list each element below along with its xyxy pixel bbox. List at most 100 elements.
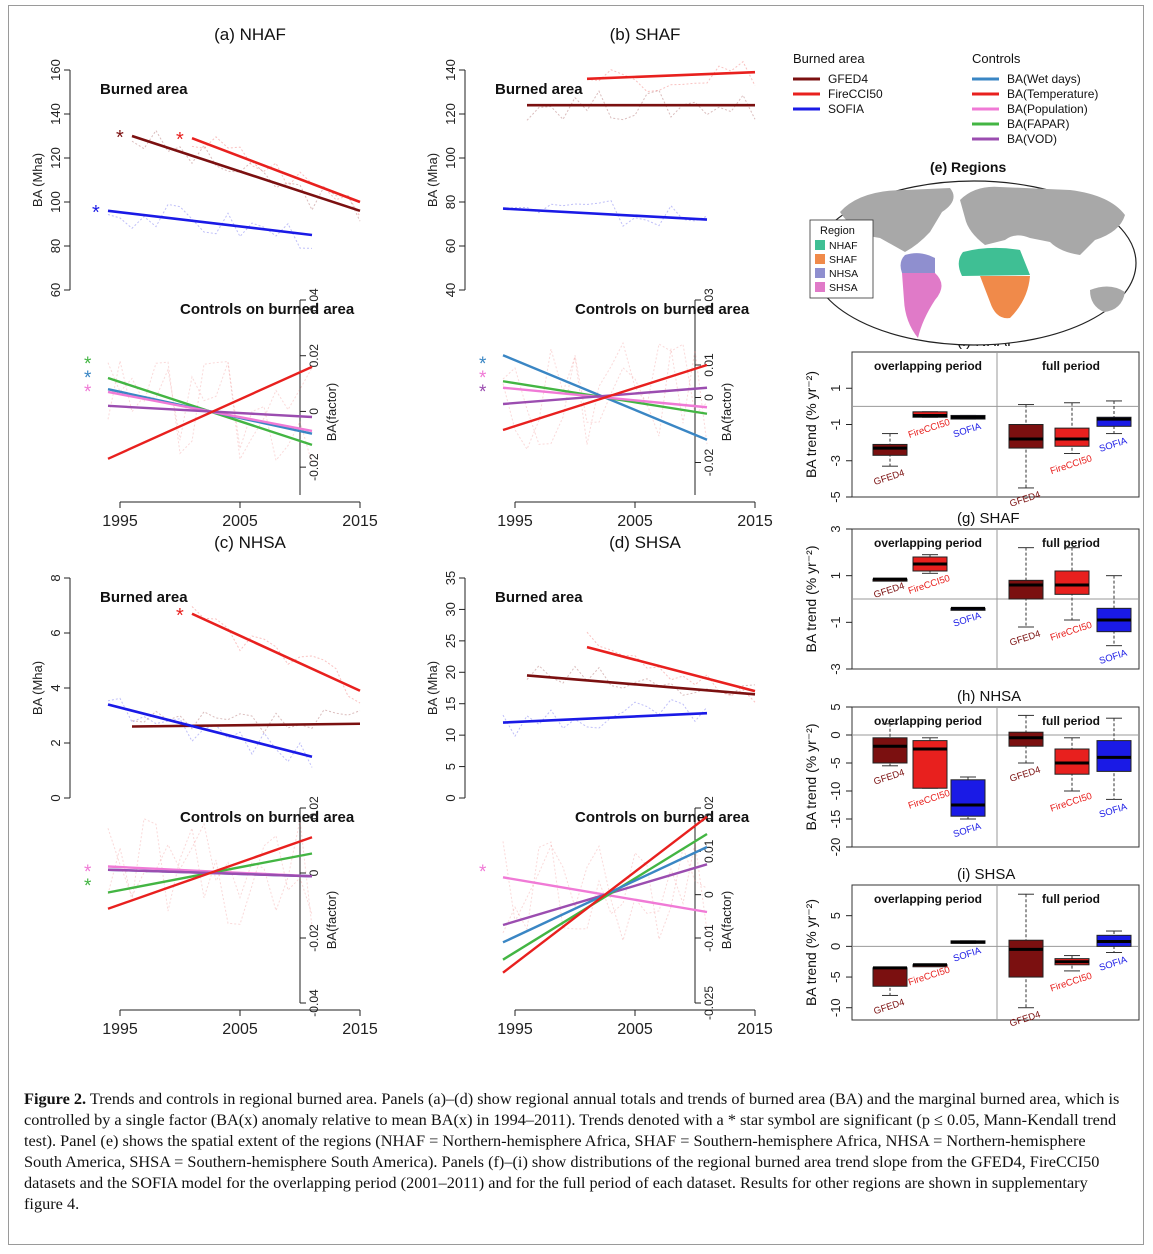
y2-tick-label: -0.01 bbox=[702, 924, 716, 952]
full-period-label: full period bbox=[1042, 714, 1100, 728]
box-FireCCI50 bbox=[1054, 427, 1090, 447]
panel-b: (b) SHAF Burned area Controls on burned ar… bbox=[425, 25, 773, 530]
y2-tick-label: -0.02 bbox=[307, 453, 321, 481]
y-tick-label: 0 bbox=[828, 731, 843, 738]
shsa-region-shape bbox=[902, 273, 942, 338]
annual-series-GFED4 bbox=[131, 129, 361, 222]
figure-frame bbox=[8, 5, 1144, 1245]
y-tick-label: -20 bbox=[828, 838, 843, 857]
box-GFED4 bbox=[1008, 579, 1044, 600]
panel-g: (g) SHAF overlapping period full period -3 -… bbox=[803, 510, 1140, 675]
legend-burned-title: Burned area bbox=[793, 51, 865, 66]
annual-series-SOFIA bbox=[502, 698, 708, 738]
annual-series-SOFIA bbox=[107, 203, 313, 249]
box-SOFIA bbox=[950, 779, 986, 817]
y-tick-label: 140 bbox=[48, 103, 63, 125]
y-axis-label: BA (Mha) bbox=[425, 661, 440, 715]
legend-item-label: BA(Wet days) bbox=[1007, 72, 1081, 86]
trend-line-FireCCI50 bbox=[191, 136, 361, 204]
region-swatch bbox=[815, 268, 825, 278]
figure: (a) NHAF Burned area Controls on burned ar… bbox=[30, 25, 1140, 1038]
y-tick-label: -3 bbox=[828, 455, 843, 467]
annual-control-series bbox=[502, 841, 708, 943]
burned-area-label: Burned area bbox=[495, 81, 583, 98]
overlap-period-label: overlapping period bbox=[874, 892, 982, 906]
annual-series-SOFIA bbox=[107, 697, 313, 768]
legend-item-label: BA(Population) bbox=[1007, 102, 1088, 116]
y-tick-label: 1 bbox=[828, 572, 843, 579]
y2-tick-label: 0.01 bbox=[702, 353, 716, 377]
y-tick-label: 5 bbox=[443, 763, 458, 770]
burned-area-label: Burned area bbox=[100, 589, 188, 606]
y-tick-label: -3 bbox=[828, 663, 843, 675]
significance-star: * bbox=[479, 354, 487, 375]
legend-item-label: GFED4 bbox=[828, 72, 868, 86]
x-tick-label: 1995 bbox=[102, 513, 138, 530]
caption-text: Trends and controls in regional burned a… bbox=[24, 1089, 1120, 1213]
y2-tick-label: 0.03 bbox=[702, 288, 716, 312]
panel-title: (b) SHAF bbox=[610, 25, 681, 44]
y-tick-label: 0 bbox=[828, 943, 843, 950]
significance-star: * bbox=[84, 354, 92, 375]
y-tick-label: 60 bbox=[48, 283, 63, 297]
region-label: SHSA bbox=[829, 282, 858, 294]
burned-area-label: Burned area bbox=[100, 81, 188, 98]
annual-control-series bbox=[107, 818, 313, 925]
plot-frame bbox=[851, 706, 1140, 848]
annual-control-series bbox=[107, 361, 313, 464]
box-GFED4 bbox=[872, 967, 908, 987]
figure-caption: Figure 2. Trends and controls in regiona… bbox=[24, 1088, 1124, 1214]
y-tick-label: -5 bbox=[828, 971, 843, 983]
y-tick-label: 80 bbox=[443, 195, 458, 209]
legend-item-label: BA(FAPAR) bbox=[1007, 117, 1069, 131]
y2-axis-label: BA(factor) bbox=[324, 383, 339, 442]
y-tick-label: 2 bbox=[48, 739, 63, 746]
control-trend-line-BA(FAPAR) bbox=[502, 832, 708, 961]
annual-control-series bbox=[502, 343, 708, 445]
overlap-period-label: overlapping period bbox=[874, 359, 982, 373]
panel-title: (g) SHAF bbox=[957, 510, 1020, 527]
caption-label: Figure 2. bbox=[24, 1089, 87, 1108]
controls-label: Controls on burned area bbox=[180, 301, 355, 318]
y-tick-label: 35 bbox=[443, 571, 458, 585]
shaf-region-shape bbox=[980, 276, 1030, 319]
significance-star: * bbox=[176, 605, 184, 627]
trend-line-SOFIA bbox=[107, 703, 313, 759]
controls-label: Controls on burned area bbox=[575, 301, 750, 318]
region-label: SHAF bbox=[829, 254, 857, 266]
map-title: (e) Regions bbox=[930, 159, 1006, 175]
panel-title: (i) SHSA bbox=[957, 866, 1015, 883]
panel-a: (a) NHAF Burned area Controls on burned ar… bbox=[30, 25, 378, 530]
y-tick-label: 160 bbox=[48, 59, 63, 81]
significance-star: * bbox=[84, 368, 92, 389]
significance-star: * bbox=[176, 129, 184, 151]
trend-line-FireCCI50 bbox=[586, 70, 756, 81]
y-tick-label: 100 bbox=[443, 147, 458, 169]
annual-series-FireCCI50 bbox=[191, 606, 361, 704]
y-axis-label: BA (Mha) bbox=[30, 153, 45, 207]
x-tick-label: 2015 bbox=[342, 1021, 378, 1038]
box-GFED4 bbox=[872, 737, 908, 764]
y-tick-label: -15 bbox=[828, 810, 843, 829]
y2-tick-label: 0.04 bbox=[307, 288, 321, 312]
overlap-period-label: overlapping period bbox=[874, 536, 982, 550]
annual-control-series bbox=[502, 841, 708, 942]
controls-label: Controls on burned area bbox=[575, 809, 750, 826]
x-tick-label: 2015 bbox=[342, 513, 378, 530]
y2-tick-label: 0 bbox=[702, 394, 716, 401]
x-tick-label: 2005 bbox=[222, 513, 258, 530]
y-tick-label: 3 bbox=[828, 525, 843, 532]
significance-star: * bbox=[92, 202, 100, 224]
y-axis-label: BA trend (% yr⁻²) bbox=[803, 371, 819, 478]
x-tick-label: 2015 bbox=[737, 1021, 773, 1038]
panel-c: (c) NHSA Burned area Controls on burned ar… bbox=[30, 533, 378, 1038]
y-tick-label: 1 bbox=[828, 385, 843, 392]
y2-axis-label: BA(factor) bbox=[719, 383, 734, 442]
trend-line-FireCCI50 bbox=[586, 645, 756, 693]
australia-shape bbox=[1090, 286, 1125, 312]
y-tick-label: 10 bbox=[443, 728, 458, 742]
y-tick-label: 20 bbox=[443, 665, 458, 679]
y-tick-label: 40 bbox=[443, 283, 458, 297]
panel-d: (d) SHSA Burned area Controls on burned ar… bbox=[425, 533, 773, 1038]
